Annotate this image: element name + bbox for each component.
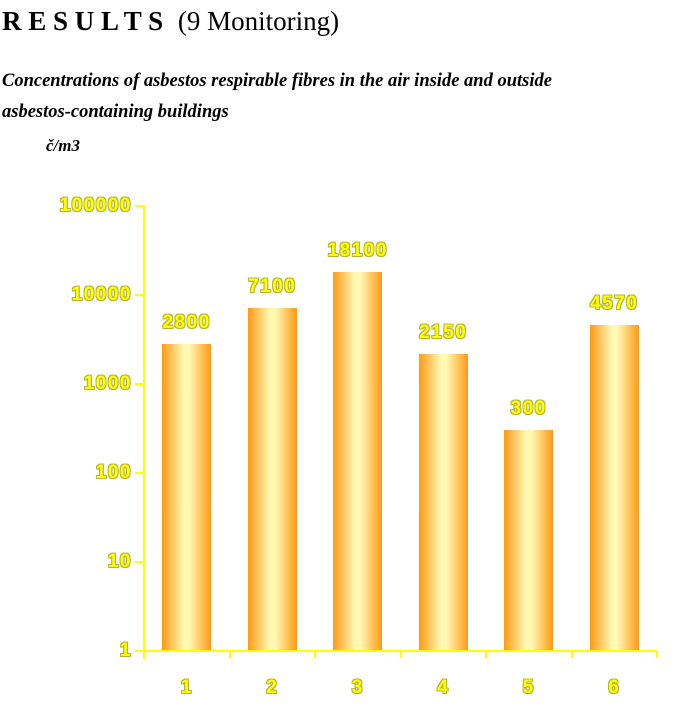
x-axis-tick-label: 4 — [437, 677, 450, 698]
x-axis-tick-label: 3 — [351, 677, 364, 698]
page-title-main: R E S U L T S — [2, 6, 164, 36]
y-axis-tick-label: 100000 — [59, 194, 132, 216]
y-axis-tick-label: 100 — [95, 461, 132, 483]
y-axis-tick-label: 10 — [107, 550, 132, 572]
bar — [333, 271, 383, 651]
y-axis-tick — [135, 560, 144, 563]
y-axis-tick — [135, 471, 144, 474]
y-axis-tick — [135, 204, 144, 207]
x-axis-tick-label: 6 — [608, 677, 621, 698]
y-axis-tick-label: 1 — [119, 640, 132, 661]
chart-title: Concentrations of asbestos respirable fi… — [2, 66, 552, 128]
bar-value-label: 2800 — [162, 311, 211, 333]
y-axis-line — [143, 204, 145, 659]
x-axis-tick-label: 5 — [522, 677, 535, 698]
x-axis-tick — [228, 651, 231, 658]
bar — [418, 354, 468, 651]
bar-value-label: 7100 — [248, 275, 297, 297]
bar — [589, 324, 639, 651]
page-title-suffix: (9 Monitoring) — [177, 6, 340, 36]
x-axis-tick — [485, 651, 487, 658]
bar-value-label: 300 — [510, 398, 547, 420]
page-title: R E S U L T S (9 Monitoring) — [2, 6, 339, 37]
bar-value-label: 2150 — [419, 322, 468, 344]
x-axis-tick — [399, 651, 402, 658]
bar-value-label: 18100 — [327, 239, 388, 261]
bar — [247, 307, 297, 651]
x-axis-tick — [314, 651, 316, 658]
y-axis-tick-label: 1000 — [83, 372, 132, 394]
y-axis-tick-label: 10000 — [71, 283, 132, 305]
y-axis-unit-label: č/m3 — [46, 136, 80, 155]
chart-title-line-2: asbestos-containing buildings — [2, 102, 229, 122]
x-axis-tick-label: 1 — [180, 677, 193, 698]
x-axis-tick — [656, 651, 658, 658]
y-axis-tick — [135, 382, 144, 385]
y-axis-tick — [135, 650, 144, 652]
chart-title-line-1: Concentrations of asbestos respirable fi… — [2, 71, 552, 91]
y-axis-tick — [135, 293, 144, 296]
x-axis-line — [140, 650, 657, 652]
x-axis-tick — [570, 651, 573, 658]
bar-value-label: 4570 — [590, 292, 639, 314]
x-axis-tick-label: 2 — [266, 677, 279, 698]
bar — [162, 343, 212, 651]
bar — [504, 430, 554, 651]
